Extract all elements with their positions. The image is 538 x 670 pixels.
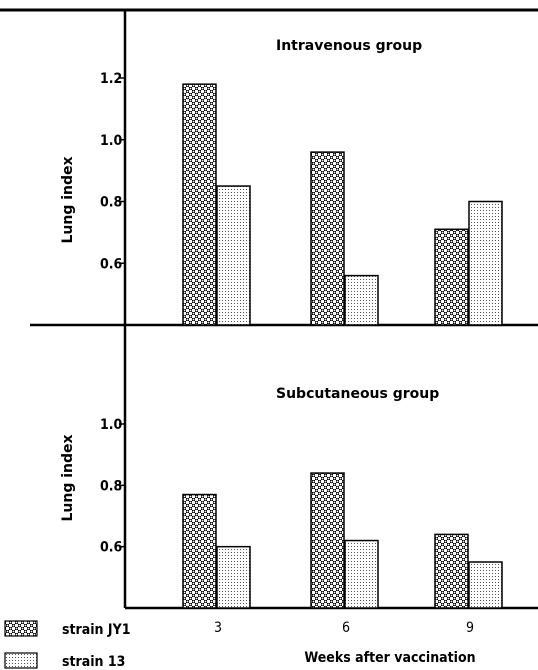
panel-title-subcutaneous: Subcutaneous group xyxy=(276,386,439,402)
legend-label-jy1: strain JY1 xyxy=(62,622,130,638)
legend-swatch-strain13 xyxy=(4,652,38,669)
y-ticks-top: 1.2 1.0 0.8 0.6 xyxy=(100,71,125,272)
bar-jy1-week-6 xyxy=(310,151,345,326)
bar-jy1-week-9 xyxy=(434,533,469,609)
bar-jy1-week-9 xyxy=(434,228,469,326)
legend-swatch-jy1 xyxy=(4,620,38,637)
bar-jy1-week-3 xyxy=(182,493,217,609)
bar-strain13-week-9 xyxy=(468,561,503,609)
y-tick-label: 1.0 xyxy=(100,133,123,149)
x-tick-label-3: 3 xyxy=(214,620,222,636)
y-axis-label-bottom: Lung index xyxy=(60,434,76,521)
x-tick-label-6: 6 xyxy=(342,620,350,636)
y-axis-label-top: Lung index xyxy=(60,156,76,243)
bar-jy1-week-6 xyxy=(310,472,345,609)
y-tick-label: 1.0 xyxy=(100,417,123,433)
y-tick-label: 0.8 xyxy=(100,478,122,494)
legend-label-strain13: strain 13 xyxy=(62,654,125,670)
x-axis-label: Weeks after vaccination xyxy=(304,650,475,666)
y-ticks-bottom: 1.0 0.8 0.6 xyxy=(100,417,125,556)
bars-subcutaneous xyxy=(182,472,503,609)
bar-strain13-week-3 xyxy=(216,185,251,326)
y-tick-label: 0.8 xyxy=(100,195,122,211)
bar-jy1-week-3 xyxy=(182,83,217,326)
y-tick-label: 1.2 xyxy=(100,71,122,87)
y-tick-label: 0.6 xyxy=(100,540,123,556)
bar-strain13-week-6 xyxy=(344,539,379,609)
x-tick-label-9: 9 xyxy=(466,620,474,636)
bar-strain13-week-6 xyxy=(344,274,379,326)
y-tick-label: 0.6 xyxy=(100,256,123,272)
panel-title-intravenous: Intravenous group xyxy=(276,38,422,54)
bar-strain13-week-3 xyxy=(216,545,251,609)
bars-intravenous xyxy=(182,83,503,326)
bar-strain13-week-9 xyxy=(468,200,503,326)
